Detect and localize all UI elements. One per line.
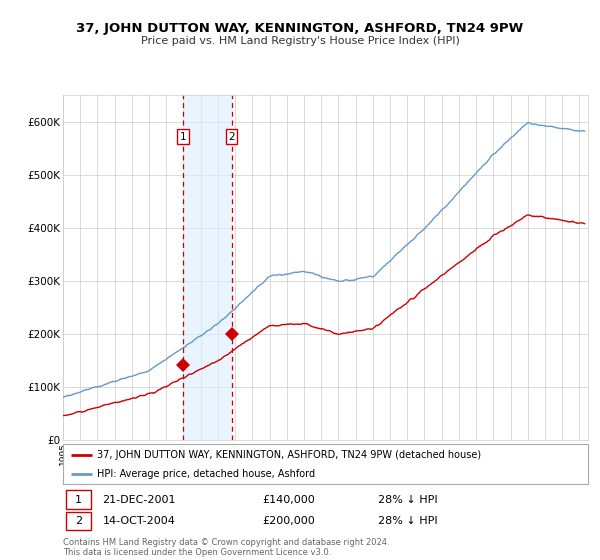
Bar	[65, 491, 91, 509]
Text: 28% ↓ HPI: 28% ↓ HPI	[378, 516, 437, 526]
Text: 1: 1	[179, 132, 186, 142]
Bar	[65, 511, 91, 530]
Text: Contains HM Land Registry data © Crown copyright and database right 2024.
This d: Contains HM Land Registry data © Crown c…	[63, 538, 389, 557]
Text: £140,000: £140,000	[263, 494, 315, 505]
Bar	[183, 95, 232, 440]
Text: HPI: Average price, detached house, Ashford: HPI: Average price, detached house, Ashf…	[97, 469, 315, 479]
Text: 21-DEC-2001: 21-DEC-2001	[103, 494, 176, 505]
Text: 2: 2	[74, 516, 82, 526]
Text: 14-OCT-2004: 14-OCT-2004	[103, 516, 175, 526]
Text: 37, JOHN DUTTON WAY, KENNINGTON, ASHFORD, TN24 9PW: 37, JOHN DUTTON WAY, KENNINGTON, ASHFORD…	[76, 22, 524, 35]
Text: Price paid vs. HM Land Registry's House Price Index (HPI): Price paid vs. HM Land Registry's House …	[140, 36, 460, 46]
Text: £200,000: £200,000	[263, 516, 315, 526]
Text: 37, JOHN DUTTON WAY, KENNINGTON, ASHFORD, TN24 9PW (detached house): 37, JOHN DUTTON WAY, KENNINGTON, ASHFORD…	[97, 450, 481, 460]
Text: 28% ↓ HPI: 28% ↓ HPI	[378, 494, 437, 505]
Text: 2: 2	[228, 132, 235, 142]
Text: 1: 1	[75, 494, 82, 505]
